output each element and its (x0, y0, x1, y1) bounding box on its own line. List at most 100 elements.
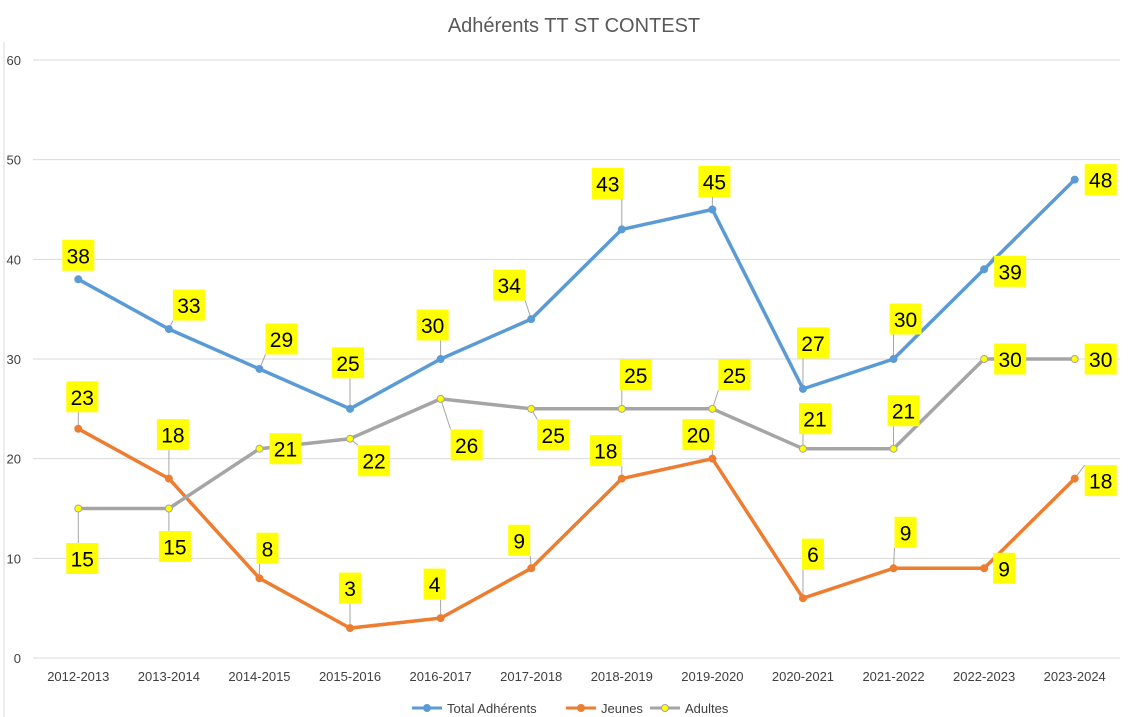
data-label: 3 (344, 578, 356, 601)
data-point (164, 325, 173, 334)
x-tick-label: 2013-2014 (138, 669, 200, 684)
data-label-background (66, 543, 99, 574)
data-point (527, 564, 536, 573)
legend-marker (577, 704, 585, 712)
data-label: 9 (998, 558, 1010, 581)
legend-marker (423, 704, 431, 712)
x-tick-label: 2022-2023 (953, 669, 1015, 684)
data-label: 27 (801, 333, 824, 356)
x-tick-label: 2020-2021 (772, 669, 834, 684)
data-point (527, 404, 536, 413)
data-label-background (887, 395, 920, 427)
data-point (980, 564, 989, 573)
data-label-background (589, 435, 622, 467)
x-tick-label: 2016-2017 (410, 669, 472, 684)
chart-title: Adhérents TT ST CONTEST (448, 15, 700, 37)
y-tick-label: 50 (7, 153, 21, 168)
y-tick-label: 10 (7, 551, 21, 566)
data-point (708, 454, 717, 463)
data-label-background (508, 524, 531, 556)
data-label-background (493, 269, 526, 301)
data-label-background (1084, 164, 1117, 196)
data-label: 25 (542, 425, 565, 448)
data-point (1070, 355, 1079, 363)
data-point (617, 474, 626, 483)
data-label: 15 (71, 549, 94, 572)
data-label-background (591, 167, 624, 199)
x-tick-label: 2023-2024 (1044, 669, 1106, 684)
data-point (346, 434, 355, 443)
data-label-background (332, 347, 365, 379)
series-markers (74, 175, 1079, 633)
data-label: 21 (803, 409, 826, 432)
data-label: 9 (900, 522, 912, 545)
data-point (527, 315, 536, 324)
data-label-background (358, 445, 391, 477)
data-label: 30 (1089, 349, 1112, 372)
data-label: 39 (998, 261, 1021, 284)
y-tick-label: 20 (7, 452, 21, 467)
data-point (164, 474, 173, 483)
data-label-background (682, 419, 715, 451)
data-label-background (269, 433, 302, 465)
data-label: 45 (703, 172, 726, 195)
data-point (1070, 474, 1079, 483)
series-line (76, 427, 1077, 630)
data-point (708, 205, 717, 214)
y-tick-label: 40 (7, 252, 21, 267)
x-tick-label: 2021-2022 (862, 669, 924, 684)
data-label-background (172, 289, 205, 321)
data-point (164, 504, 173, 513)
data-label-background (158, 531, 191, 562)
legend-label: Adultes (685, 701, 729, 716)
data-label: 6 (807, 544, 819, 567)
leader-line (440, 398, 452, 430)
data-label: 26 (455, 435, 478, 458)
data-label: 20 (687, 425, 710, 448)
data-point (889, 355, 898, 363)
x-tick-label: 2015-2016 (319, 669, 381, 684)
legend-marker (661, 704, 669, 712)
data-label: 29 (270, 329, 293, 352)
data-point (889, 444, 898, 453)
data-label-background (423, 568, 446, 600)
series-line (76, 177, 1077, 411)
data-label: 15 (163, 537, 186, 560)
y-tick-label: 30 (7, 352, 21, 367)
label-leader-lines (77, 196, 1086, 629)
data-label-background (1084, 465, 1117, 497)
data-label: 18 (594, 441, 617, 464)
data-label: 25 (624, 365, 647, 388)
data-label: 4 (429, 574, 441, 597)
data-point (798, 444, 807, 453)
data-label-background (698, 166, 731, 197)
y-tick-label: 0 (14, 651, 21, 666)
data-label-background (1084, 343, 1117, 375)
data-label-background (994, 343, 1027, 375)
legend-label: Total Adhérents (447, 701, 537, 716)
data-point (436, 355, 445, 363)
x-tick-label: 2019-2020 (681, 669, 743, 684)
legend-label: Jeunes (601, 701, 643, 716)
series-lines (76, 177, 1077, 630)
data-point (255, 364, 264, 373)
data-label: 23 (71, 387, 94, 410)
data-label-background (994, 255, 1027, 287)
axis-labels: 0 10 20 30 40 50 60 2012-2013 2013-2014 2014-2015… (7, 53, 1106, 684)
data-label: 30 (421, 315, 444, 338)
legend[interactable]: Total Adhérents Jeunes Adultes (412, 701, 729, 716)
data-point (980, 265, 989, 274)
data-label: 43 (596, 173, 619, 196)
data-label-background (66, 381, 99, 413)
data-label: 8 (262, 538, 274, 561)
data-point (889, 564, 898, 573)
data-label: 21 (274, 439, 297, 462)
data-point (346, 624, 355, 633)
series-line (76, 357, 1077, 511)
data-point (617, 404, 626, 413)
data-label-background (619, 359, 652, 391)
data-label-background (339, 572, 362, 604)
data-point (74, 504, 83, 513)
